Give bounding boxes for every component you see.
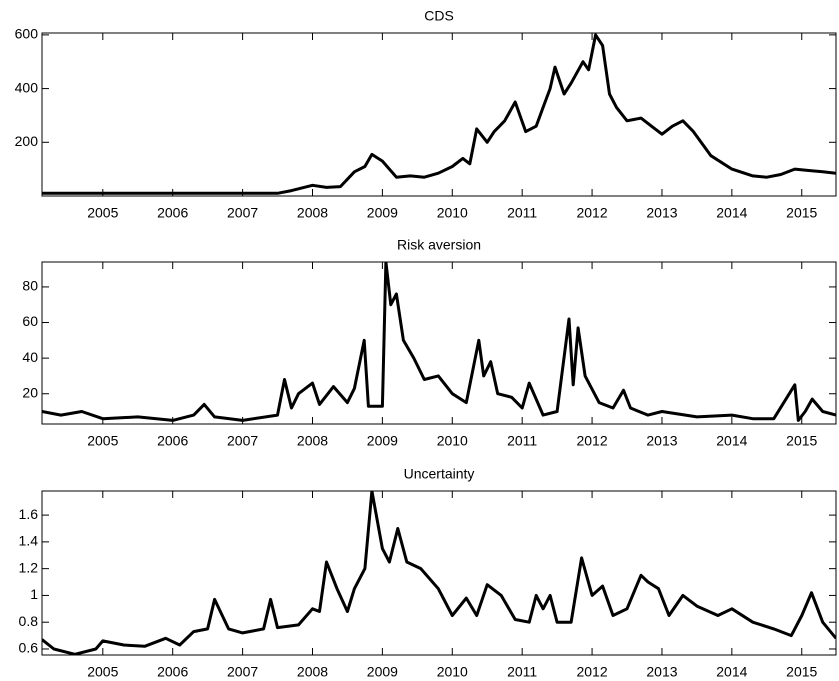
y-tick-label: 1.6 [19, 506, 39, 522]
x-tick-label: 2005 [87, 664, 118, 680]
x-tick-label: 2011 [507, 664, 537, 680]
y-tick-label: 60 [22, 313, 38, 329]
x-tick-label: 2011 [507, 433, 537, 449]
x-tick-label: 2008 [297, 433, 328, 449]
x-tick-label: 2015 [786, 433, 817, 449]
data-line [42, 33, 836, 195]
x-tick-label: 2005 [87, 205, 118, 221]
x-tick-label: 2010 [437, 433, 468, 449]
x-tick-label: 2008 [297, 664, 328, 680]
x-tick-label: 2007 [227, 433, 258, 449]
y-tick-label: 40 [22, 349, 38, 365]
x-tick-label: 2011 [507, 205, 537, 221]
x-tick-label: 2014 [716, 664, 747, 680]
subplot-title: Risk aversion [397, 237, 481, 253]
x-tick-label: 2006 [157, 433, 188, 449]
plot-frame [41, 32, 837, 197]
x-tick-label: 2012 [576, 205, 607, 221]
x-tick-label: 2007 [227, 664, 258, 680]
x-tick-label: 2015 [786, 205, 817, 221]
x-tick-label: 2006 [157, 205, 188, 221]
x-tick-label: 2007 [227, 205, 258, 221]
plot-frame [41, 490, 837, 656]
x-tick-label: 2014 [716, 433, 747, 449]
x-tick-label: 2008 [297, 205, 328, 221]
x-tick-label: 2013 [646, 664, 677, 680]
y-tick-label: 20 [22, 384, 38, 400]
y-tick-label: 1.4 [19, 533, 39, 549]
subplot-title: Uncertainty [404, 466, 475, 482]
y-tick-label: 200 [15, 133, 39, 149]
x-tick-label: 2010 [437, 205, 468, 221]
y-tick-label: 80 [22, 278, 38, 294]
x-tick-label: 2009 [367, 433, 398, 449]
y-tick-label: 1.2 [19, 559, 39, 575]
data-line [42, 491, 836, 655]
x-tick-label: 2009 [367, 205, 398, 221]
y-tick-label: 1 [30, 586, 38, 602]
x-tick-label: 2012 [576, 664, 607, 680]
x-tick-label: 2013 [646, 205, 677, 221]
plot-frame [41, 261, 837, 425]
y-tick-label: 0.6 [19, 640, 39, 656]
x-tick-label: 2009 [367, 664, 398, 680]
x-tick-label: 2006 [157, 664, 188, 680]
y-tick-label: 0.8 [19, 613, 39, 629]
x-tick-label: 2005 [87, 433, 118, 449]
x-tick-label: 2012 [576, 433, 607, 449]
y-tick-label: 400 [15, 79, 39, 95]
x-tick-label: 2014 [716, 205, 747, 221]
y-tick-label: 600 [15, 26, 39, 42]
x-tick-label: 2015 [786, 664, 817, 680]
x-tick-label: 2010 [437, 664, 468, 680]
subplot-title: CDS [424, 8, 454, 24]
x-tick-label: 2013 [646, 433, 677, 449]
data-line [42, 262, 836, 422]
